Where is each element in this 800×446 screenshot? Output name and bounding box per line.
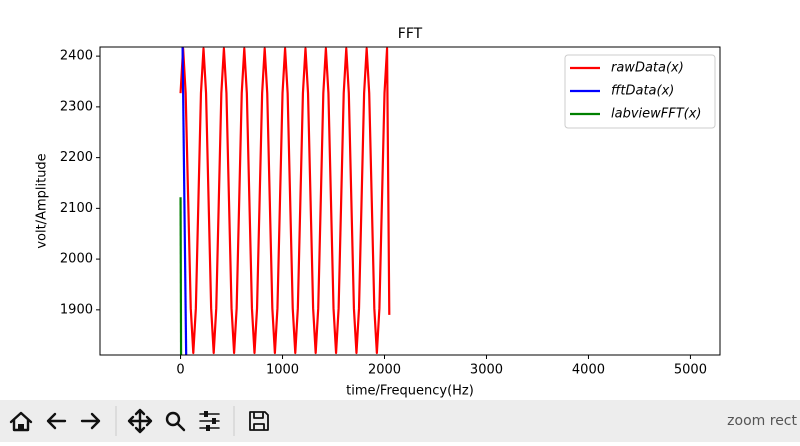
back-button[interactable] [46, 412, 67, 430]
pan-button[interactable] [127, 408, 153, 434]
series-line [179, 197, 183, 355]
x-tick-label: 4000 [572, 363, 605, 378]
save-button[interactable] [249, 411, 269, 431]
y-tick-label: 2200 [60, 150, 93, 165]
series-line [181, 47, 188, 355]
y-tick-label: 1900 [60, 302, 93, 317]
configure-button[interactable] [199, 411, 220, 431]
chart-title: FFT [398, 26, 423, 42]
x-tick-label: 2000 [368, 363, 401, 378]
plot [179, 47, 391, 355]
legend-box [564, 54, 716, 129]
y-tick-label: 2300 [60, 99, 93, 114]
axes-frame [99, 46, 721, 356]
legend: rawData(x) fftData(x) labviewFFT(x) [564, 54, 716, 129]
x-tick-label: 3000 [470, 363, 503, 378]
legend-label: labviewFFT(x) [611, 107, 702, 122]
home-button[interactable] [9, 411, 33, 432]
y-tick-label: 2000 [60, 252, 93, 267]
y-tick-label: 2400 [60, 49, 93, 64]
toolbar-buttons [9, 406, 269, 436]
status-text: zoom rect [727, 413, 797, 429]
y-axis-label: volt/Amplitude [35, 153, 50, 248]
x-tick-label: 0 [176, 363, 184, 378]
series-group [179, 47, 391, 355]
y-tick-label: 2100 [60, 201, 93, 216]
series-line [179, 47, 391, 355]
x-axis-label: time/Frequency(Hz) [346, 384, 474, 399]
x-tick-label: 1000 [266, 363, 299, 378]
forward-button[interactable] [80, 412, 101, 430]
x-tick-label: 5000 [674, 363, 707, 378]
legend-label: fftData(x) [611, 84, 674, 99]
legend-label: rawData(x) [611, 61, 684, 76]
toolbar [0, 400, 800, 442]
zoom-button[interactable] [165, 411, 186, 432]
